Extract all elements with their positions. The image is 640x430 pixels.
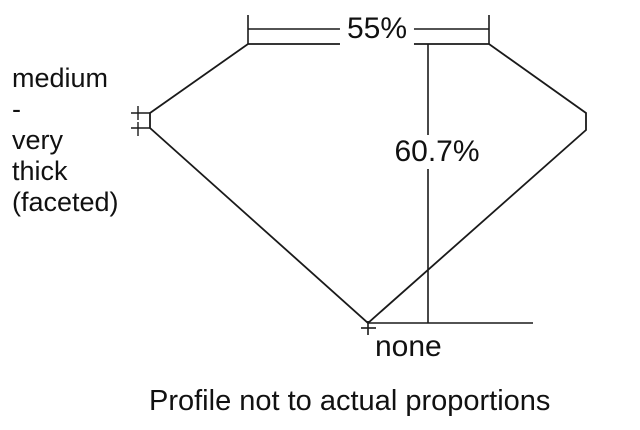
culet-cross-mark [361,321,376,335]
diamond-outline [149,43,587,325]
caption-text: Profile not to actual proportions [149,385,551,417]
culet-label: none [375,330,442,363]
table-percentage-label: 55% [339,12,415,46]
girdle-thickness-label: medium - very thick (faceted) [12,63,119,217]
depth-percentage-label: 60.7% [389,135,485,169]
girdle-tick-marks [131,106,150,136]
